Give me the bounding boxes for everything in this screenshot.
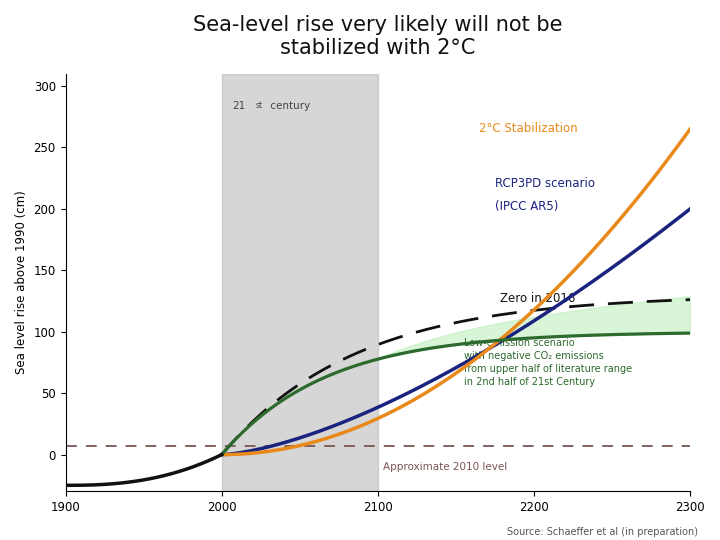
Text: st: st (256, 100, 264, 110)
Text: RCP3PD scenario: RCP3PD scenario (495, 178, 595, 191)
Text: (IPCC AR5): (IPCC AR5) (495, 200, 558, 213)
Text: 2°C Stabilization: 2°C Stabilization (480, 123, 578, 136)
Title: Sea-level rise very likely will not be
stabilized with 2°C: Sea-level rise very likely will not be s… (193, 15, 562, 58)
Bar (222, 73, 378, 491)
Text: Low-emission scenario
with negative CO₂ emissions
from upper half of literature : Low-emission scenario with negative CO₂ … (464, 338, 632, 388)
Y-axis label: Sea level rise above 1990 (cm): Sea level rise above 1990 (cm) (15, 191, 28, 374)
Text: Approximate 2010 level: Approximate 2010 level (383, 462, 507, 472)
Text: Source: Schaeffer et al (in preparation): Source: Schaeffer et al (in preparation) (508, 527, 698, 537)
Text: 21: 21 (233, 100, 246, 111)
Text: century: century (267, 100, 310, 111)
Text: Zero in 2016: Zero in 2016 (500, 292, 575, 305)
